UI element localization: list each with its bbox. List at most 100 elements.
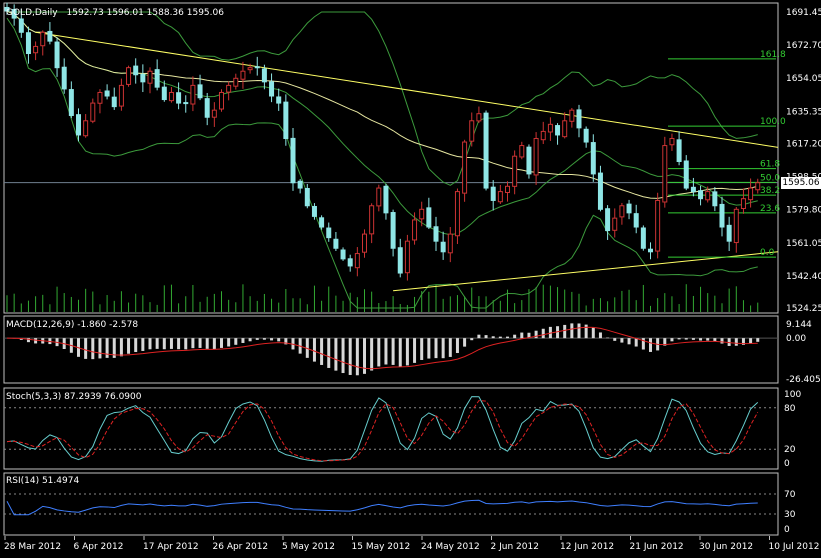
panel-frames — [3, 2, 779, 536]
candle-body — [311, 205, 317, 217]
candle-body — [412, 219, 418, 241]
fib-level-label: 100.0 — [760, 117, 786, 127]
candle-body — [433, 226, 439, 242]
candle-body — [326, 227, 332, 239]
rsi-title: RSI(14) 51.4974 — [6, 476, 80, 486]
date-tick-label: 10 Jul 2012 — [769, 542, 820, 552]
candle-body — [490, 186, 496, 201]
candle-body — [333, 238, 339, 249]
fib-level-label: 38.2 — [760, 186, 780, 196]
panel-border-stoch — [3, 387, 779, 470]
candle-body — [440, 241, 446, 253]
candle-body — [290, 137, 296, 184]
candle-body — [590, 142, 596, 175]
panel-border-macd — [3, 315, 779, 384]
time-axis: 28 Mar 2012 6 Apr 2012 17 Apr 2012 26 Apr 2… — [4, 536, 819, 552]
stoch-main-line — [6, 396, 759, 462]
date-tick-label: 15 May 2012 — [352, 542, 411, 552]
stoch-signal-line — [6, 400, 759, 462]
macd-panel — [4, 323, 778, 376]
candle-body — [519, 145, 525, 158]
date-tick-label: 12 Jun 2012 — [560, 542, 614, 552]
candle-body — [676, 139, 682, 163]
candle-body — [447, 233, 453, 254]
candle-body — [319, 217, 325, 228]
candle-body — [340, 249, 346, 260]
symbol-label: GOLD,Daily — [6, 8, 58, 18]
fib-level-label: 50.0 — [760, 173, 780, 183]
price-tick-label: 1579.80 — [786, 206, 821, 216]
date-tick-label: 6 Apr 2012 — [74, 542, 124, 552]
candle-body — [497, 191, 503, 203]
price-tick-label: 1654.05 — [786, 74, 821, 84]
candle-body — [97, 91, 103, 104]
candle-body — [505, 185, 510, 194]
candle-body — [655, 199, 661, 252]
candle-body — [369, 205, 375, 235]
candlesticks — [4, 2, 761, 281]
support-trendline — [393, 251, 779, 292]
candle-body — [376, 187, 382, 207]
candle-body — [726, 224, 732, 242]
candle-body — [126, 67, 132, 85]
candle-body — [240, 70, 246, 80]
candle-body — [469, 120, 475, 142]
candle-body — [533, 137, 539, 176]
candle-body — [68, 89, 74, 116]
stoch-tick-label: 80 — [784, 404, 796, 414]
candle-body — [633, 213, 639, 228]
candle-body — [219, 91, 224, 110]
candle-body — [269, 81, 275, 97]
price-tick-label: 1635.35 — [786, 107, 821, 117]
candle-body — [54, 41, 60, 69]
date-tick-label: 21 Jun 2012 — [630, 542, 684, 552]
candle-body — [740, 198, 746, 210]
macd-tick-label: 9.144 — [786, 320, 812, 330]
macd-title: MACD(12,26,9) -1.860 -2.578 — [6, 320, 139, 330]
candle-body — [454, 191, 460, 237]
date-tick-label: 2 Jun 2012 — [491, 542, 539, 552]
bollinger-bands — [6, 10, 758, 309]
macd-tick-label: 0.00 — [786, 334, 806, 344]
candle-body — [404, 240, 410, 274]
stoch-tick-label: 20 — [784, 445, 796, 455]
candle-body — [562, 120, 568, 138]
candle-body — [540, 130, 546, 141]
candle-body — [276, 96, 282, 104]
candle-body — [40, 31, 46, 47]
candle-body — [626, 203, 632, 214]
candle-body — [597, 172, 603, 210]
candle-body — [190, 84, 196, 105]
candle-body — [247, 67, 253, 71]
panel-guides — [4, 182, 778, 515]
candle-body — [133, 65, 139, 76]
price-tick-label: 1691.45 — [786, 8, 821, 18]
candle-body — [147, 70, 153, 84]
candle-body — [283, 101, 289, 139]
price-tick-label: 1542.40 — [786, 272, 821, 282]
candle-body — [569, 109, 575, 122]
trendlines[interactable] — [35, 31, 779, 292]
candle-body — [419, 208, 425, 220]
main-title: GOLD,Daily 1592.73 1596.01 1588.36 1595.… — [6, 8, 224, 19]
candle-body — [211, 109, 217, 118]
rsi-tick-label: 0 — [784, 525, 790, 535]
candle-body — [683, 160, 689, 189]
candle-body — [748, 187, 754, 201]
resistance-trendline — [35, 31, 779, 148]
candle-body — [483, 112, 489, 189]
rsi-line — [6, 499, 758, 516]
price-tick-label: 1524.25 — [786, 304, 821, 314]
fib-level-label: 0.0 — [760, 248, 775, 258]
stochastic-panel — [6, 396, 759, 462]
candle-body — [354, 253, 360, 269]
candle-body — [226, 84, 232, 93]
candle-body — [669, 137, 675, 146]
volume-bars — [6, 284, 759, 312]
rsi-tick-label: 70 — [784, 490, 796, 500]
candle-body — [719, 203, 725, 228]
date-tick-label: 24 May 2012 — [421, 542, 480, 552]
rsi-panel — [6, 499, 758, 516]
